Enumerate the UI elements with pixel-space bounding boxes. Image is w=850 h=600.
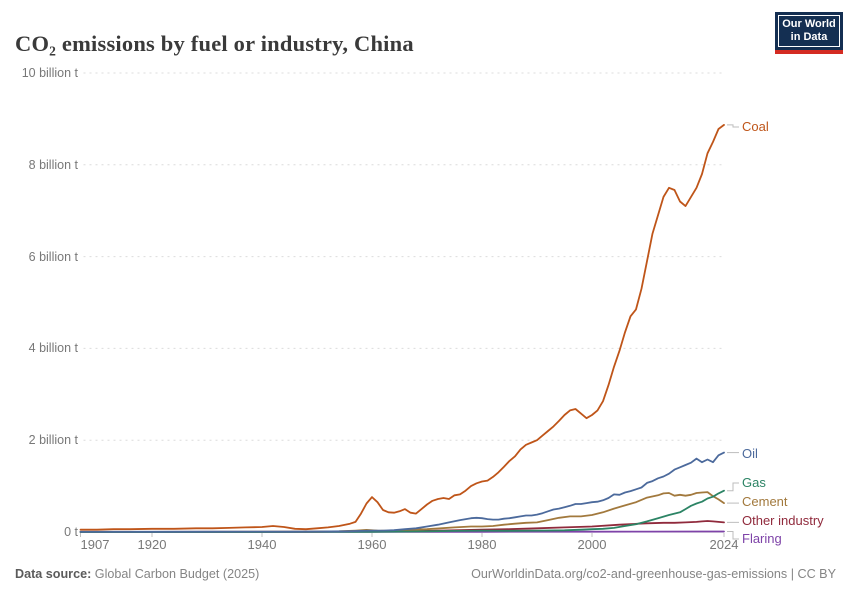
x-axis-label-1940: 1940: [247, 537, 277, 552]
y-axis-label-0: 0 t: [64, 525, 78, 539]
series-line-oil[interactable]: [79, 451, 725, 533]
y-axis-label-10: 10 billion t: [21, 66, 78, 80]
x-axis-label-1920: 1920: [137, 537, 167, 552]
owid-logo-line2: in Data: [790, 31, 828, 43]
data-source-note[interactable]: Data source: Global Carbon Budget (2025): [15, 567, 259, 581]
x-axis-label-1980: 1980: [467, 537, 497, 552]
x-axis-label-2000: 2000: [577, 537, 607, 552]
owid-logo-box: Our World in Data: [775, 12, 843, 50]
y-axis-label-4: 4 billion t: [28, 341, 78, 356]
y-axis-label-8: 8 billion t: [28, 157, 78, 172]
owid-logo-line1: Our World: [782, 17, 836, 30]
series-line-coal[interactable]: [79, 124, 725, 531]
legend-label-flaring[interactable]: Flaring: [742, 531, 782, 546]
legend-label-other-industry[interactable]: Other industry: [742, 513, 824, 528]
legend-label-gas[interactable]: Gas: [742, 475, 766, 490]
x-axis-label-2024: 2024: [709, 537, 739, 552]
legend-label-coal[interactable]: Coal: [742, 119, 769, 134]
owid-logo[interactable]: Our World in Data: [775, 12, 843, 54]
series-line-gas[interactable]: [79, 489, 725, 533]
data-source-label: Data source:: [15, 567, 92, 581]
legend-label-cement[interactable]: Cement: [742, 494, 788, 509]
x-axis-label-1907: 1907: [80, 537, 110, 552]
license-credit-link[interactable]: OurWorldinData.org/co2-and-greenhouse-ga…: [471, 567, 836, 581]
legend-connector-gas: [727, 482, 739, 492]
legend-connector-coal: [727, 124, 739, 128]
y-axis-label-2: 2 billion t: [28, 433, 78, 448]
owid-logo-text: Our World in Data: [778, 15, 840, 47]
x-axis-label-1960: 1960: [357, 537, 387, 552]
legend-label-oil[interactable]: Oil: [742, 446, 758, 461]
owid-logo-accent-bar: [775, 50, 843, 54]
y-axis-label-6: 6 billion t: [28, 249, 78, 264]
data-source-value: Global Carbon Budget (2025): [91, 567, 260, 581]
chart-footer: Data source: Global Carbon Budget (2025)…: [0, 567, 850, 581]
page-title: CO₂ emissions by fuel or industry, China: [15, 31, 414, 57]
legend-connector-flaring: [727, 531, 739, 540]
